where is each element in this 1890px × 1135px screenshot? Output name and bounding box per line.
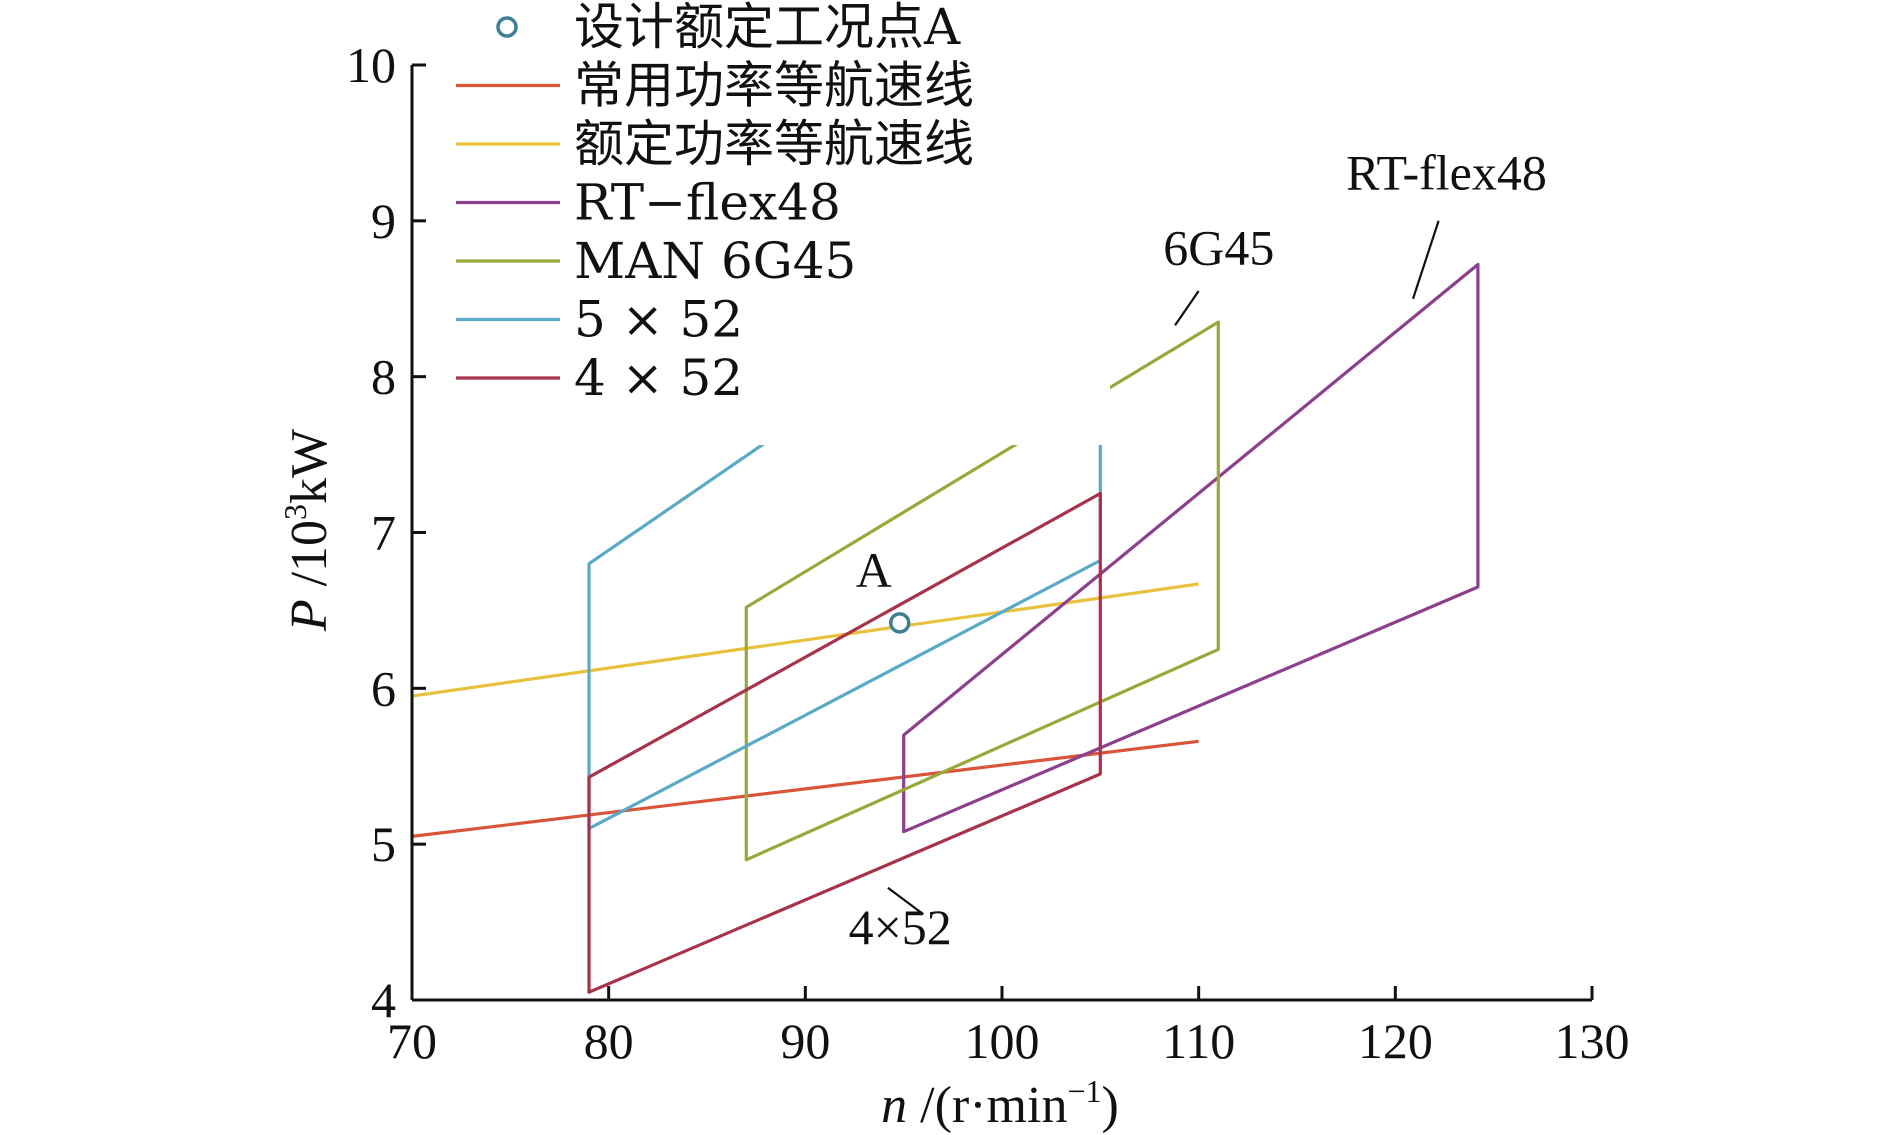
design-point-group: A — [856, 542, 911, 634]
y-tick-label: 7 — [371, 505, 396, 561]
y-axis-title: P /103kW — [277, 429, 338, 632]
legend-label: 5 × 52 — [574, 291, 743, 349]
x-tick-layer: 70 80 90 100 110 120 130 — [387, 986, 1630, 1069]
design-point-label: A — [856, 542, 892, 598]
x-axis-title: n /(r·min−1) — [881, 1073, 1119, 1134]
annotation-leader — [1174, 290, 1200, 326]
series-line — [411, 582, 1199, 698]
x-tick-label: 130 — [1555, 1013, 1630, 1069]
x-tick-label: 80 — [584, 1013, 634, 1069]
y-axis-unit-tail: kW — [281, 429, 338, 504]
y-tick-label: 5 — [371, 816, 396, 872]
series-line — [587, 491, 1102, 994]
annotation-leader — [887, 886, 924, 916]
y-tick-label: 9 — [371, 193, 396, 249]
legend-background — [450, 0, 1110, 445]
x-axis-unit-exponent: −1 — [1067, 1073, 1101, 1109]
series-annotation: 6G45 — [1163, 219, 1274, 275]
x-axis-variable: n — [881, 1077, 907, 1134]
legend-marker — [496, 16, 518, 38]
series-annotation: 4×52 — [849, 899, 952, 955]
legend-label: 设计额定工况点A — [574, 0, 961, 56]
x-tick-label: 110 — [1162, 1013, 1235, 1069]
y-axis-unit-exponent: 3 — [277, 504, 313, 520]
y-axis-variable: P — [281, 599, 338, 632]
design-point-marker — [888, 612, 911, 634]
annotation-leader — [1411, 220, 1440, 300]
y-tick-label: 6 — [371, 660, 396, 716]
series-annotation: RT-flex48 — [1346, 145, 1547, 201]
x-tick-label: 90 — [780, 1013, 830, 1069]
series-line — [411, 739, 1199, 838]
legend-label: RT−flex48 — [574, 174, 841, 232]
legend-label: 4 × 52 — [574, 349, 743, 407]
y-tick-layer: 4 5 6 7 8 9 10 — [346, 37, 426, 1028]
x-axis-unit-close: ) — [1102, 1077, 1119, 1134]
y-tick-label: 4 — [371, 972, 396, 1028]
y-axis-unit: /10 — [281, 520, 338, 599]
x-tick-label: 100 — [965, 1013, 1040, 1069]
legend-label: MAN 6G45 — [574, 232, 856, 290]
legend-label: 常用功率等航速线 — [574, 57, 974, 115]
y-tick-label: 10 — [346, 37, 396, 93]
x-axis-unit: /(r·min — [907, 1077, 1067, 1134]
y-tick-label: 8 — [371, 349, 396, 405]
x-tick-label: 120 — [1358, 1013, 1433, 1069]
x-tick-label: 70 — [387, 1013, 437, 1069]
legend-label: 额定功率等航速线 — [574, 115, 974, 173]
series-line — [902, 262, 1480, 834]
